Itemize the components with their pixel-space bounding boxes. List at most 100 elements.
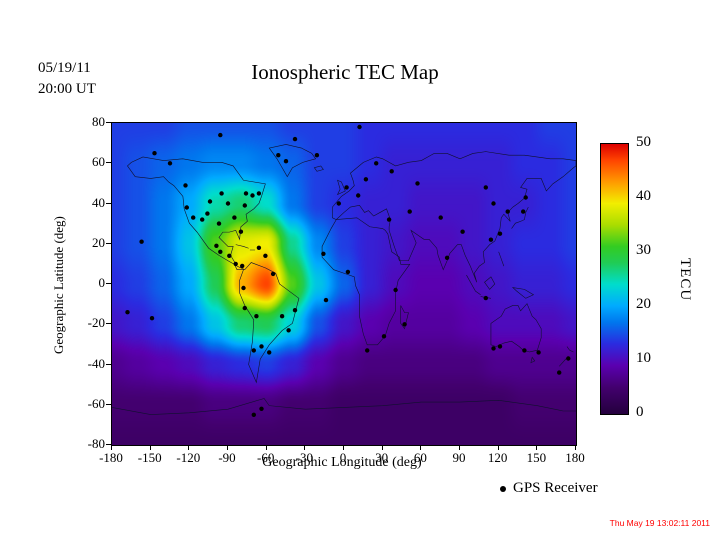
colorbar — [600, 143, 629, 415]
gps-receiver-dot — [225, 201, 231, 206]
gps-receiver-dot — [336, 201, 341, 206]
xtick-label: 0 — [339, 450, 347, 465]
y-tick-mark — [106, 323, 111, 325]
y-tick-mark — [106, 242, 111, 244]
xtick-label: -90 — [218, 450, 236, 465]
gps-receiver-dot — [402, 322, 407, 327]
gps-receiver-dot — [393, 287, 398, 293]
ytick-label: -80 — [87, 436, 105, 451]
gps-receiver-dot — [216, 221, 222, 226]
ytick-label: 40 — [92, 194, 105, 210]
gps-receiver-dot — [242, 203, 247, 208]
x-tick-mark — [575, 445, 576, 450]
y-tick-mark — [106, 202, 111, 204]
gps-receiver-dot — [200, 217, 205, 222]
gps-receiver-dot — [183, 183, 188, 188]
tec-heatmap-canvas — [112, 123, 576, 445]
gps-receiver-dot — [483, 295, 488, 301]
ytick-label: 0 — [98, 275, 106, 290]
gps-receiver-dot — [286, 328, 291, 333]
gps-receiver-dot — [256, 245, 262, 250]
gps-receiver-dot — [415, 181, 420, 186]
cbtick-label: 40 — [636, 188, 651, 204]
gps-receiver-dot — [407, 209, 412, 214]
gps-receiver-dot — [205, 211, 210, 216]
gps-receiver-dots — [125, 124, 571, 417]
ytick-label: -60 — [87, 395, 105, 411]
gps-receiver-dot — [276, 153, 281, 158]
x-tick-mark — [111, 445, 112, 450]
gps-receiver-dot — [536, 350, 541, 355]
colorbar-unit-label: TECU — [677, 258, 693, 302]
coastlines-overlay — [112, 123, 576, 445]
gps-receiver-dot — [314, 153, 320, 158]
xtick-label: 30 — [375, 450, 389, 465]
gps-receiver-dot — [292, 308, 298, 313]
gps-receiver-dot — [374, 161, 379, 166]
gps-receiver-dot — [240, 263, 245, 269]
y-tick-mark — [106, 283, 111, 284]
gps-receiver-dot — [232, 215, 237, 220]
generation-timestamp: Thu May 19 13:02:11 2011 — [609, 518, 710, 528]
gps-receiver-dot — [184, 205, 189, 210]
gps-receiver-dot — [292, 136, 298, 142]
gps-receiver-dot — [483, 185, 488, 190]
gps-receiver-dot — [238, 229, 244, 234]
gps-receiver-dot — [488, 237, 494, 242]
gps-receiver-dot — [522, 348, 527, 353]
gps-receiver-dot — [357, 124, 362, 130]
ytick-label: 60 — [92, 154, 105, 170]
gps-receiver-dot — [207, 199, 213, 204]
gps-receiver-dot — [521, 209, 526, 214]
y-tick-mark — [106, 363, 111, 365]
ytick-label: -40 — [87, 355, 105, 371]
gps-receiver-dot — [263, 253, 268, 258]
x-tick-mark — [343, 445, 344, 450]
gps-receiver-legend: GPS Receiver — [500, 480, 598, 497]
x-tick-mark — [188, 445, 190, 450]
y-tick-mark — [106, 162, 111, 164]
gps-receiver-dot — [167, 161, 173, 166]
gps-receiver-dot — [218, 132, 223, 138]
gps-receiver-dot — [218, 249, 223, 254]
y-tick-mark — [106, 444, 111, 445]
x-tick-mark — [265, 445, 267, 450]
gps-receiver-dot — [460, 229, 465, 234]
gps-receiver-dot — [267, 350, 272, 355]
gps-receiver-dot — [283, 159, 289, 164]
gps-receiver-dot-icon — [500, 485, 506, 492]
gps-receiver-dot — [444, 255, 450, 260]
gps-receiver-dot — [356, 193, 361, 198]
cbtick-label: 30 — [636, 242, 651, 258]
x-tick-mark — [304, 445, 306, 450]
gps-receiver-dot — [505, 209, 510, 214]
xtick-label: 90 — [452, 450, 466, 465]
observation-time: 20:00 UT — [38, 81, 96, 97]
xtick-label: 180 — [565, 450, 585, 465]
xtick-label: 150 — [526, 450, 547, 465]
y-tick-mark — [106, 403, 111, 405]
gps-receiver-dot — [566, 356, 571, 361]
ytick-label: 80 — [92, 114, 105, 129]
gps-receiver-dot — [365, 348, 370, 353]
observation-date: 05/19/11 — [38, 60, 91, 76]
xtick-label: -180 — [99, 450, 123, 465]
gps-receiver-dot — [214, 243, 219, 248]
gps-receiver-dot — [191, 215, 196, 220]
tec-map-plot — [111, 122, 577, 446]
gps-receiver-dot — [279, 314, 285, 319]
gps-receiver-dot — [259, 406, 264, 411]
gps-receiver-dot — [491, 346, 496, 351]
x-tick-mark — [227, 445, 228, 450]
xtick-label: -60 — [256, 450, 275, 465]
gps-receiver-dot — [557, 370, 562, 375]
gps-receiver-dot — [152, 151, 157, 156]
gps-receiver-dot — [250, 193, 255, 198]
coastlines — [112, 144, 576, 414]
cbtick-label: 50 — [636, 134, 651, 150]
gps-receiver-dot — [270, 271, 276, 277]
gps-receiver-dot — [251, 348, 256, 353]
gps-receiver-dot — [497, 231, 503, 236]
gps-receiver-dot — [344, 185, 349, 190]
